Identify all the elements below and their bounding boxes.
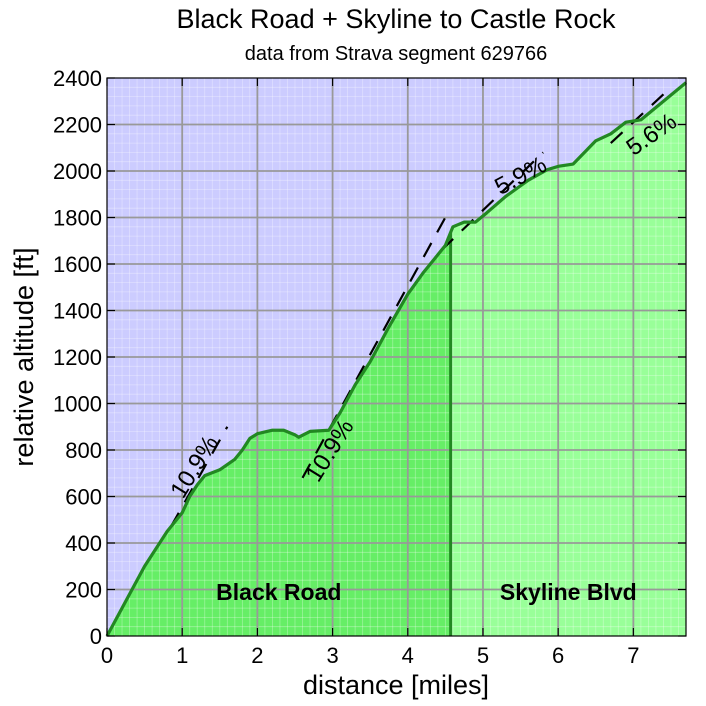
x-axis-label: distance [miles]: [303, 670, 489, 700]
x-tick-label: 3: [326, 643, 338, 668]
area-skyline-blvd: [450, 82, 686, 636]
x-tick-label: 7: [627, 643, 639, 668]
y-tick-label: 1800: [53, 206, 102, 231]
region-label: Skyline Blvd: [500, 579, 637, 605]
x-tick-label: 6: [552, 643, 564, 668]
grade-line: [610, 93, 665, 144]
y-tick-label: 1400: [53, 299, 102, 324]
y-tick-label: 2200: [53, 113, 102, 138]
y-axis-label: relative altitude [ft]: [9, 247, 39, 466]
grade-line: [301, 209, 451, 479]
area-black-road: [107, 232, 451, 636]
y-tick-label: 0: [90, 624, 102, 649]
grade-line: [169, 426, 229, 528]
plot-area: 10.9% 10.9%5.9%5.6%Black Road Skyline Blvd…: [53, 66, 688, 668]
y-tick-label: 600: [65, 485, 102, 510]
x-tick-label: 0: [101, 643, 113, 668]
x-tick-label: 5: [477, 643, 489, 668]
y-tick-label: 800: [65, 438, 102, 463]
region-label: Black Road: [216, 579, 341, 605]
grade-line: [440, 151, 544, 251]
y-tick-label: 1000: [53, 392, 102, 417]
y-tick-label: 2400: [53, 66, 102, 91]
x-tick-label: 1: [176, 643, 188, 668]
y-tick-label: 2000: [53, 159, 102, 184]
y-tick-label: 200: [65, 578, 102, 603]
x-tick-label: 2: [251, 643, 263, 668]
elevation-profile-line: [105, 81, 688, 637]
x-tick-label: 4: [402, 643, 414, 668]
y-tick-label: 1600: [53, 252, 102, 277]
y-tick-label: 1200: [53, 345, 102, 370]
chart-title: Black Road + Skyline to Castle Rock: [177, 4, 616, 34]
y-tick-label: 400: [65, 531, 102, 556]
chart-subtitle: data from Strava segment 629766: [245, 43, 547, 65]
